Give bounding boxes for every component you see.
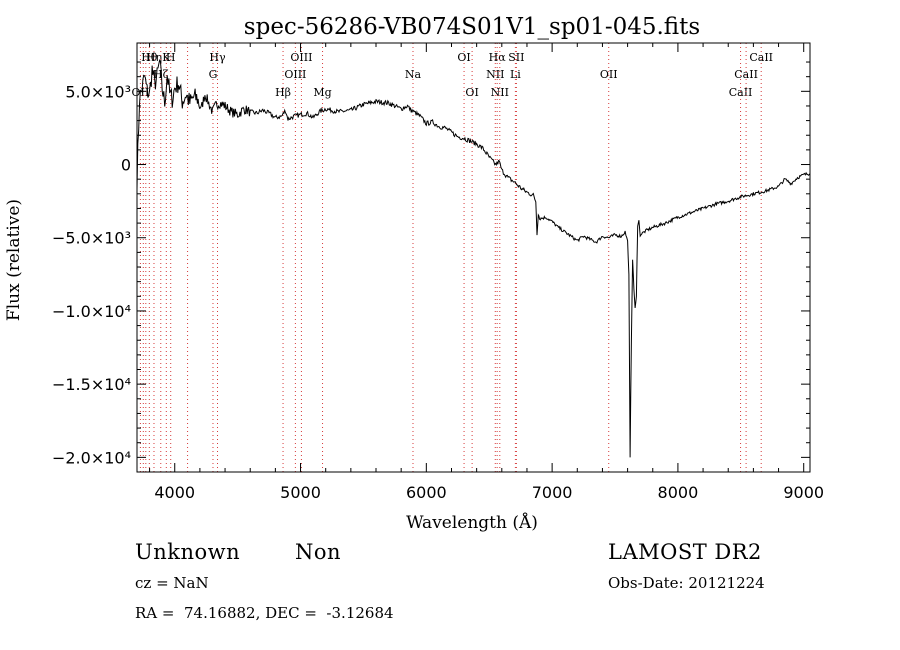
- emission-line-markers: OIIHθHηHζKHGHγHβOIIIOIIIMgNaOIOINIIHαNII…: [132, 43, 773, 472]
- line-marker-label: K: [162, 51, 171, 64]
- line-marker-label: NII: [486, 68, 504, 81]
- plot-axes: 4000 5000 6000 7000 8000 9000 5.0×10³ 0 −5.0×10³…: [52, 42, 824, 502]
- line-marker-label: NII: [491, 86, 509, 99]
- x-axis-label: Wavelength (Å): [406, 512, 538, 533]
- line-marker-label: Hγ: [209, 51, 226, 64]
- x-tick-label: 4000: [154, 483, 195, 502]
- y-tick-label: −1.5×10⁴: [52, 375, 131, 394]
- line-marker-label: Li: [510, 68, 521, 81]
- line-marker-label: CaII: [729, 86, 753, 99]
- line-marker-label: OI: [465, 86, 478, 99]
- y-tick-label: −1.0×10⁴: [52, 302, 131, 321]
- line-marker-label: OIII: [284, 68, 306, 81]
- line-marker-label: Na: [405, 68, 422, 81]
- y-tick-label: 0: [121, 156, 131, 175]
- chart-title: spec-56286-VB074S01V1_sp01-045.fits: [244, 14, 700, 40]
- line-marker-label: Hη: [146, 51, 162, 64]
- line-marker-label: Hθ: [141, 51, 158, 64]
- subclass-label: Non: [295, 540, 342, 564]
- class-label: Unknown: [135, 540, 241, 564]
- line-marker-label: G: [209, 68, 218, 81]
- y-tick-label: −2.0×10⁴: [52, 448, 131, 467]
- x-tick-label: 7000: [532, 483, 573, 502]
- plot-frame: [136, 42, 811, 473]
- line-marker-label: Hβ: [275, 86, 291, 99]
- line-marker-label: OI: [457, 51, 470, 64]
- y-tick-label: 5.0×10³: [65, 82, 131, 101]
- x-tick-label: 6000: [406, 483, 447, 502]
- obs-date-text: Obs-Date: 20121224: [608, 574, 765, 592]
- line-marker-label: SII: [508, 51, 524, 64]
- line-marker-label: CaII: [734, 68, 758, 81]
- line-marker-label: Mg: [313, 86, 331, 99]
- line-marker-label: Hα: [489, 51, 507, 64]
- survey-label: LAMOST DR2: [608, 540, 762, 564]
- y-tick-label: −5.0×10³: [52, 229, 131, 248]
- coordinates-text: RA = 74.16882, DEC = -3.12684: [135, 604, 394, 622]
- line-marker-label: OII: [600, 68, 618, 81]
- cz-text: cz = NaN: [135, 574, 209, 592]
- x-tick-label: 8000: [658, 483, 699, 502]
- x-tick-label: 5000: [280, 483, 321, 502]
- x-tick-label: 9000: [783, 483, 824, 502]
- line-marker-label: OIII: [290, 51, 312, 64]
- spectrum-line: [136, 58, 811, 458]
- line-marker-label: H: [166, 51, 176, 64]
- y-axis-label: Flux (relative): [4, 199, 24, 321]
- line-marker-label: CaII: [749, 51, 773, 64]
